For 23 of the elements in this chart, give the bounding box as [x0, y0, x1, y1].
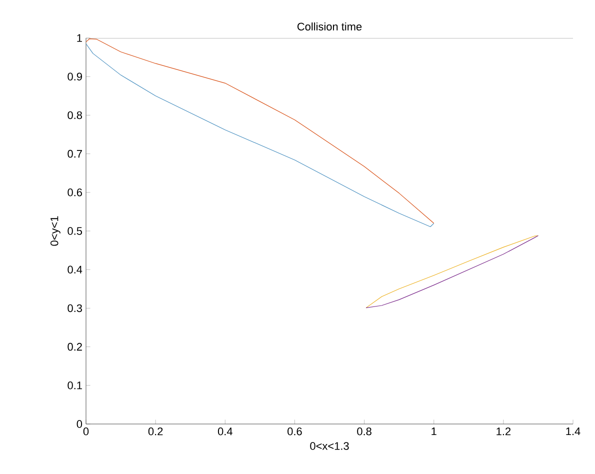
y-tick-label: 0.9: [68, 72, 82, 80]
x-tick-label: 0.6: [288, 428, 302, 436]
chart-title: Collision time: [297, 22, 362, 30]
x-tick-label: 1.4: [566, 428, 580, 436]
line-series: [366, 235, 539, 308]
y-tick-label: 1: [77, 34, 82, 42]
x-tick-label: 0: [83, 428, 89, 436]
y-tick-label: 0.5: [68, 227, 82, 235]
y-tick-label: 0: [76, 420, 82, 428]
y-axis-title: 0<y<1: [50, 216, 60, 246]
x-tick-label: 0.2: [148, 428, 163, 436]
y-tick-label: 0.1: [68, 382, 82, 390]
y-tick-label: 0.3: [68, 304, 82, 312]
y-tick-label: 0.7: [68, 150, 82, 158]
y-tick-label: 0.4: [68, 266, 82, 274]
x-axis-title: 0<x<1.3: [310, 442, 349, 450]
x-tick-label: 1: [432, 428, 436, 436]
x-tick-label: 0.8: [357, 428, 372, 436]
y-tick-label: 0.8: [68, 111, 82, 120]
y-tick-label: 0.6: [68, 188, 82, 196]
x-tick-label: 0.4: [218, 428, 232, 436]
x-tick-label: 1.2: [496, 428, 511, 436]
y-tick-label: 0.2: [68, 342, 82, 351]
